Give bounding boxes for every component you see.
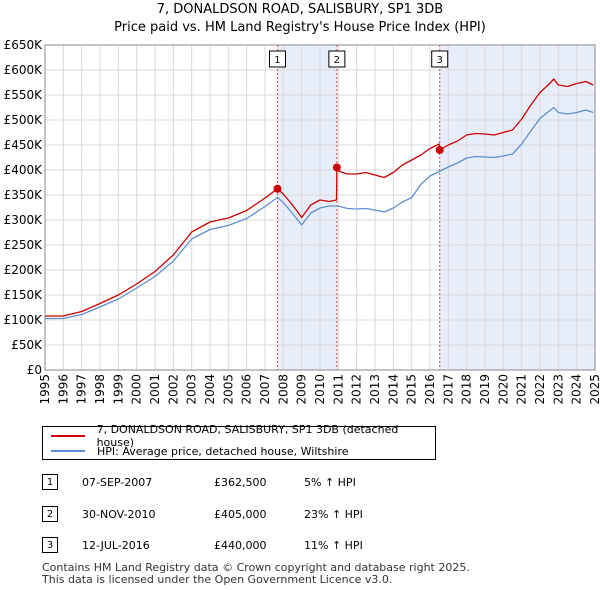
transaction-hpi-change: 23% ↑ HPI [304, 508, 363, 521]
x-tick-label: 2017 [441, 374, 455, 405]
y-tick-label: £0 [27, 363, 42, 377]
sale-marker-label: 2 [334, 55, 340, 66]
transaction-price: £440,000 [214, 539, 267, 552]
property-price-line [45, 78, 594, 317]
y-tick-label: £200K [4, 263, 44, 277]
x-tick-label: 2018 [460, 374, 474, 405]
plot-frame [44, 44, 596, 371]
y-tick-label: £150K [4, 288, 44, 302]
x-tick-label: 1999 [111, 374, 125, 405]
legend-item-hpi: HPI: Average price, detached house, Wilt… [51, 444, 349, 458]
sale-marker-box [328, 50, 346, 68]
sale-point [332, 163, 341, 172]
y-tick-label: £100K [4, 313, 44, 327]
transaction-date: 12-JUL-2016 [82, 539, 150, 552]
x-tick-label: 1996 [56, 374, 70, 405]
x-tick-label: 2021 [515, 374, 529, 405]
transaction-date: 30-NOV-2010 [82, 508, 156, 521]
x-tick-label: 2022 [533, 374, 547, 405]
x-tick-label: 2009 [295, 374, 309, 405]
y-tick-label: £300K [4, 213, 44, 227]
x-tick-label: 1995 [38, 374, 52, 405]
legend-label-property: 7, DONALDSON ROAD, SALISBURY, SP1 3DB (d… [96, 423, 399, 449]
sale-point [435, 146, 444, 154]
x-tick-label: 2004 [203, 374, 217, 405]
x-tick-label: 2023 [551, 374, 565, 405]
x-tick-label: 1997 [75, 374, 89, 405]
x-tick-label: 2010 [313, 374, 327, 405]
x-tick-label: 2007 [258, 374, 272, 405]
transaction-number-badge: 3 [42, 537, 58, 553]
y-tick-label: £400K [4, 163, 44, 177]
x-tick-label: 2001 [148, 374, 162, 405]
footer-licence: This data is licensed under the Open Gov… [42, 573, 393, 586]
y-tick-label: £600K [4, 63, 44, 77]
price-chart: 1 2 3 £0 £50K £100K £150K £200K £250K £300K £350K £… [4, 38, 600, 405]
legend-label-hpi: HPI: Average price, detached house, Wilt… [97, 444, 349, 458]
x-tick-label: 2002 [166, 374, 180, 405]
x-tick-label: 2012 [350, 374, 364, 405]
transaction-hpi-change: 11% ↑ HPI [304, 539, 363, 552]
transaction-price: £362,500 [214, 476, 267, 489]
y-tick-label: £50K [11, 338, 43, 352]
y-tick-label: £350K [4, 188, 44, 202]
x-tick-label: 2019 [478, 374, 492, 405]
y-tick-label: £500K [4, 113, 44, 127]
legend-swatch-property [51, 435, 85, 437]
x-tick-label: 2006 [240, 374, 254, 405]
transaction-hpi-change: 5% ↑ HPI [304, 476, 356, 489]
x-tick-label: 2008 [276, 374, 290, 405]
x-tick-label: 1998 [93, 374, 107, 405]
transaction-date: 07-SEP-2007 [82, 476, 153, 489]
sale-marker-box [268, 50, 286, 68]
shaded-period [439, 45, 595, 370]
x-tick-label: 2005 [221, 374, 235, 405]
y-tick-label: £250K [4, 238, 44, 252]
sale-marker-box [431, 50, 449, 68]
x-tick-label: 2003 [185, 374, 199, 405]
chart-title: 7, DONALDSON ROAD, SALISBURY, SP1 3DB [156, 2, 444, 17]
shaded-period [277, 45, 337, 370]
x-tick-label: 2020 [496, 374, 510, 405]
y-tick-label: £450K [4, 138, 44, 152]
chart-legend: 7, DONALDSON ROAD, SALISBURY, SP1 3DB (d… [42, 423, 436, 460]
x-tick-label: 2015 [405, 374, 419, 405]
transaction-price: £405,000 [214, 508, 267, 521]
sale-point [273, 184, 282, 193]
legend-item-property: 7, DONALDSON ROAD, SALISBURY, SP1 3DB (d… [51, 423, 435, 449]
chart-subtitle: Price paid vs. HM Land Registry's House … [114, 20, 486, 35]
sale-marker-label: 1 [274, 55, 280, 66]
x-tick-label: 2014 [386, 374, 400, 405]
y-tick-label: £550K [4, 88, 44, 102]
x-tick-label: 2024 [570, 374, 584, 405]
transaction-number-badge: 1 [42, 474, 58, 490]
x-tick-label: 2013 [368, 374, 382, 405]
x-tick-label: 2000 [130, 374, 144, 405]
x-tick-label: 2025 [588, 374, 600, 405]
transaction-number-badge: 2 [42, 506, 58, 522]
x-tick-label: 2011 [331, 374, 345, 405]
footer-copyright: Contains HM Land Registry data © Crown c… [42, 561, 470, 574]
hpi-line [45, 106, 594, 320]
x-tick-label: 2016 [423, 374, 437, 405]
y-tick-label: £650K [4, 38, 44, 52]
sale-marker-label: 3 [437, 55, 443, 66]
legend-swatch-hpi [51, 450, 85, 452]
